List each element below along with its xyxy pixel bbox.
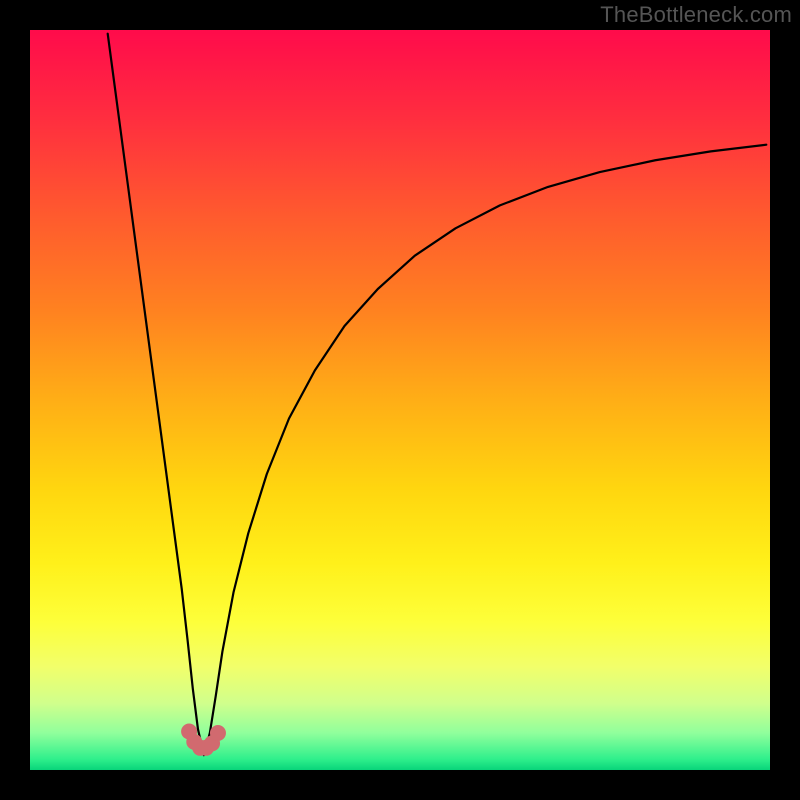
optimal-marker-dot (210, 725, 226, 741)
bottleneck-chart (0, 0, 800, 800)
watermark-label: TheBottleneck.com (600, 2, 792, 28)
chart-gradient-bg (30, 30, 770, 770)
chart-container: TheBottleneck.com (0, 0, 800, 800)
